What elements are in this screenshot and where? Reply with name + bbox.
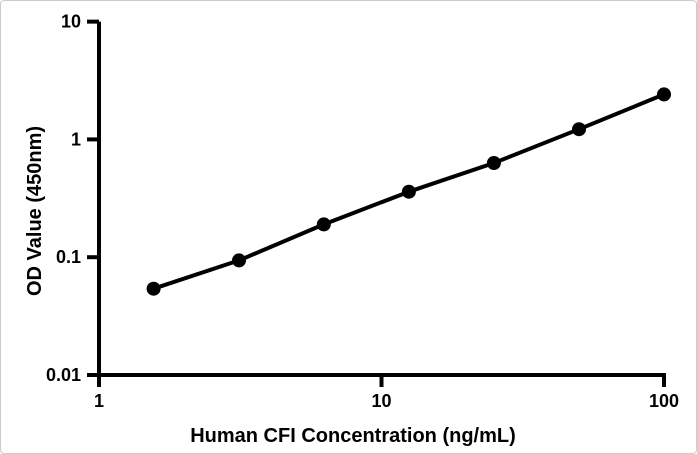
y-tick-label: 0.1 (56, 247, 81, 267)
y-tick-label: 0.01 (46, 365, 81, 385)
data-point (486, 156, 501, 170)
data-point (657, 87, 671, 102)
plot-area: 10 1 0.1 0.01 1 10 100 (46, 12, 679, 411)
axes-frame (97, 21, 666, 377)
x-axis-title: Human CFI Concentration (ng/mL) (190, 425, 516, 447)
x-tick-label: 100 (649, 391, 679, 411)
data-point (232, 253, 246, 268)
data-point (316, 217, 331, 232)
y-tick-label: 10 (61, 12, 81, 32)
data-point (401, 184, 416, 199)
x-tick-label: 1 (94, 391, 104, 411)
x-tick-label: 10 (371, 391, 391, 411)
y-tick-label: 1 (71, 129, 81, 149)
data-point (572, 122, 586, 137)
y-axis-title: OD Value (450nm) (24, 126, 46, 296)
data-point (146, 281, 161, 296)
